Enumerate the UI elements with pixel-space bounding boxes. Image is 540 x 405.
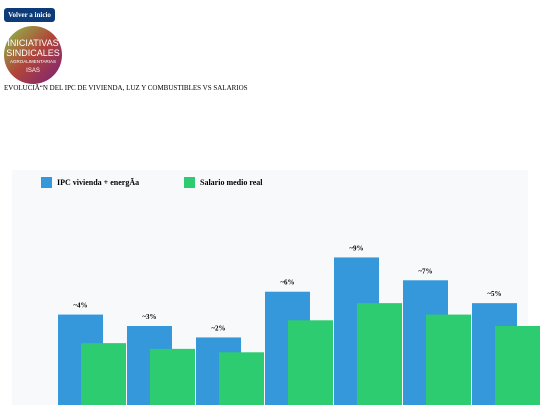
value-label: ~9% xyxy=(349,244,363,252)
legend-swatch xyxy=(184,177,195,188)
value-label: ~5% xyxy=(487,290,501,298)
logo-circle xyxy=(4,26,62,84)
value-label: ~4% xyxy=(73,302,87,310)
value-label: ~7% xyxy=(418,267,432,275)
bar xyxy=(219,352,264,405)
bar xyxy=(81,343,126,405)
bar xyxy=(426,314,471,405)
value-label: ~6% xyxy=(280,279,294,287)
bar xyxy=(357,303,402,405)
logo-text: SINDICALES xyxy=(6,48,60,58)
bar xyxy=(150,348,195,405)
value-label: ~2% xyxy=(211,324,225,332)
legend-label: Salario medio real xyxy=(200,178,263,187)
bar xyxy=(288,320,333,405)
heading: EVOLUCIÃ“N DEL IPC DE VIVIENDA, LUZ Y CO… xyxy=(4,84,248,92)
logo: INICIATIVAS SINDICALES AGROALIMENTARIAS … xyxy=(4,26,62,84)
legend-label: IPC vivienda + energÃa xyxy=(57,178,139,187)
logo-text: AGROALIMENTARIAS xyxy=(10,59,56,64)
bar xyxy=(495,326,540,405)
logo-text: ISAS xyxy=(26,68,40,74)
value-label: ~3% xyxy=(142,313,156,321)
logo-text: INICIATIVAS xyxy=(7,38,58,48)
legend-swatch xyxy=(41,177,52,188)
back-button[interactable]: Volver a inicio xyxy=(4,8,55,22)
